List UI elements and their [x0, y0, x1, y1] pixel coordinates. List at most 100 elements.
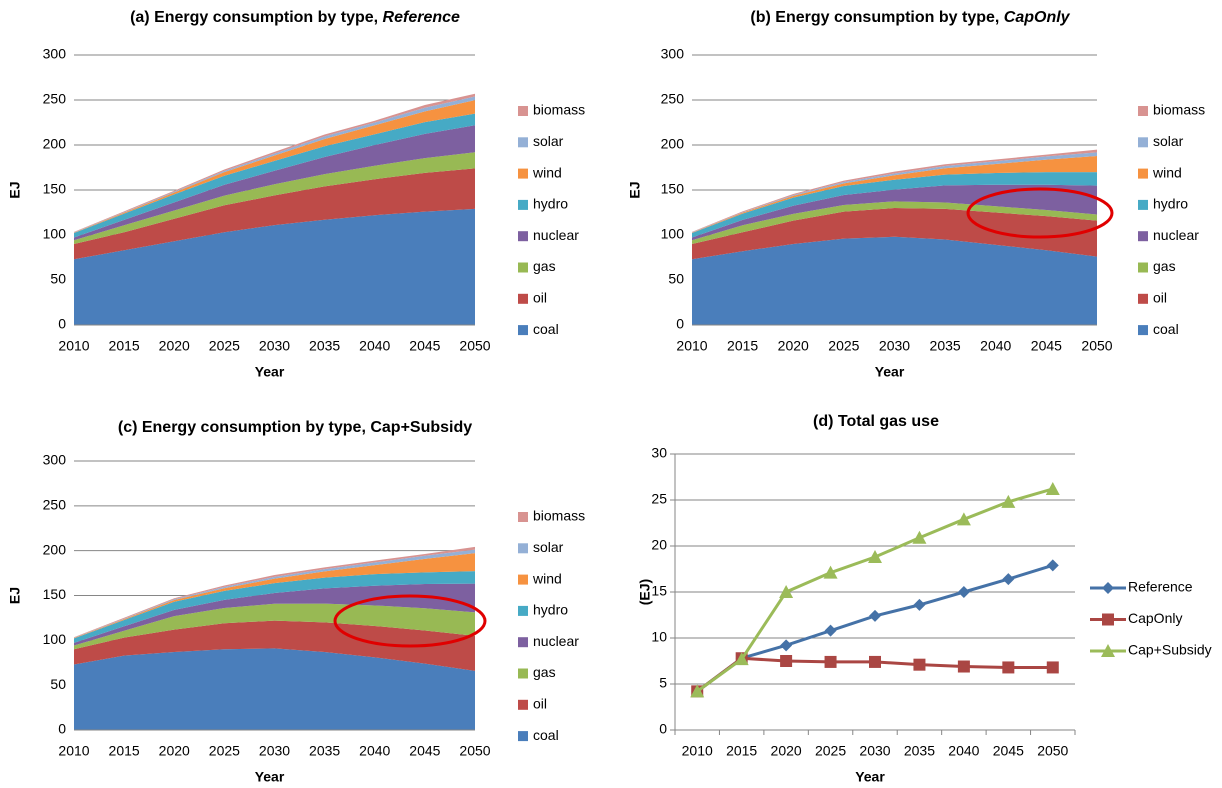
x-tick-label: 2045	[993, 743, 1024, 759]
x-tick-label: 2010	[682, 743, 713, 759]
x-tick-label: 2035	[904, 743, 935, 759]
legend-swatch	[518, 262, 528, 273]
legend-swatch	[518, 106, 528, 116]
marker	[1101, 644, 1115, 657]
title-text: (c) Energy consumption by type, Cap+Subs…	[118, 419, 472, 436]
x-tick-label: 2025	[209, 338, 240, 354]
y-tick-label: 250	[661, 91, 685, 107]
y-tick-label: 300	[661, 46, 685, 62]
y-tick-label: 150	[661, 181, 685, 197]
legend-label: nuclear	[533, 227, 579, 243]
y-tick-label: 100	[43, 631, 67, 647]
area	[692, 155, 1097, 234]
y-tick-label: 15	[651, 583, 667, 599]
x-tick-label: 2010	[676, 338, 707, 354]
legend-label: gas	[1153, 258, 1176, 274]
legend-label: solar	[1153, 133, 1184, 149]
legend-swatch	[518, 325, 528, 336]
legend-label: coal	[533, 727, 559, 743]
legend-swatch	[518, 293, 528, 304]
y-axis-title: EJ	[7, 587, 23, 604]
chart-title: (a) Energy consumption by type, Referenc…	[130, 9, 460, 26]
marker	[734, 652, 749, 666]
y-tick-label: 25	[651, 491, 667, 507]
x-tick-label: 2015	[109, 743, 140, 759]
area	[74, 113, 475, 238]
area	[692, 201, 1097, 244]
y-tick-label: 200	[661, 136, 685, 152]
y-tick-label: 50	[50, 271, 66, 287]
y-tick-label: 0	[659, 721, 667, 737]
marker	[1102, 613, 1114, 626]
legend-label: CapOnly	[1128, 610, 1182, 626]
x-tick-label: 2040	[948, 743, 979, 759]
legend-label: biomass	[533, 102, 585, 118]
legend-swatch	[1138, 262, 1148, 273]
x-tick-label: 2025	[209, 743, 240, 759]
legend-swatch	[1138, 231, 1148, 242]
marker	[690, 684, 705, 698]
x-tick-label: 2020	[771, 743, 802, 759]
x-tick-label: 2015	[727, 338, 758, 354]
x-tick-label: 2020	[159, 338, 190, 354]
x-tick-label: 2050	[1081, 338, 1112, 354]
marker	[957, 660, 970, 673]
legend-label: biomass	[533, 508, 585, 524]
area	[692, 172, 1097, 238]
legend-swatch	[518, 731, 528, 742]
x-axis-title: Year	[255, 364, 285, 380]
x-tick-label: 2040	[359, 338, 390, 354]
legend-label: Cap+Subsidy	[1128, 642, 1212, 658]
chart-title: (c) Energy consumption by type, Cap+Subs…	[118, 419, 472, 436]
x-tick-label: 2050	[459, 743, 490, 759]
title-italic: Reference	[383, 9, 460, 26]
legend-swatch	[518, 137, 528, 148]
legend-label: nuclear	[1153, 227, 1199, 243]
x-tick-label: 2050	[1037, 743, 1068, 759]
marker	[868, 550, 882, 564]
legend-label: Reference	[1128, 579, 1193, 595]
y-tick-label: 150	[43, 586, 67, 602]
legend-swatch	[1138, 106, 1148, 116]
legend-swatch	[1138, 293, 1148, 304]
x-tick-label: 2015	[726, 743, 757, 759]
area	[74, 603, 475, 650]
legend-swatch	[518, 605, 528, 616]
legend-swatch	[518, 168, 528, 179]
legend-swatch	[1138, 199, 1148, 210]
marker	[1046, 661, 1059, 674]
legend-label: solar	[533, 539, 564, 555]
legend-swatch	[518, 637, 528, 648]
x-tick-label: 2040	[359, 743, 390, 759]
x-tick-label: 2030	[859, 743, 890, 759]
y-tick-label: 200	[43, 136, 67, 152]
area	[74, 620, 475, 671]
area	[692, 208, 1097, 260]
area	[74, 168, 475, 260]
legend-label: nuclear	[533, 633, 579, 649]
marker	[869, 609, 881, 622]
legend-swatch	[518, 543, 528, 554]
area	[74, 648, 475, 730]
legend-label: biomass	[1153, 102, 1205, 118]
y-tick-label: 50	[668, 271, 684, 287]
y-tick-label: 30	[651, 445, 667, 461]
marker	[1002, 661, 1015, 674]
x-tick-label: 2010	[58, 743, 89, 759]
x-tick-label: 2045	[409, 338, 440, 354]
legend-label: gas	[533, 258, 556, 274]
marker	[913, 598, 926, 611]
x-tick-label: 2045	[1031, 338, 1062, 354]
x-tick-label: 2035	[930, 338, 961, 354]
x-tick-label: 2025	[815, 743, 846, 759]
marker	[1045, 481, 1060, 495]
marker	[1102, 582, 1114, 594]
x-tick-label: 2030	[879, 338, 910, 354]
y-tick-label: 50	[50, 676, 66, 692]
legend-swatch	[518, 231, 528, 242]
legend-label: wind	[1152, 164, 1182, 180]
legend-label: coal	[1153, 321, 1179, 337]
marker	[957, 586, 970, 598]
legend-swatch	[518, 574, 528, 585]
